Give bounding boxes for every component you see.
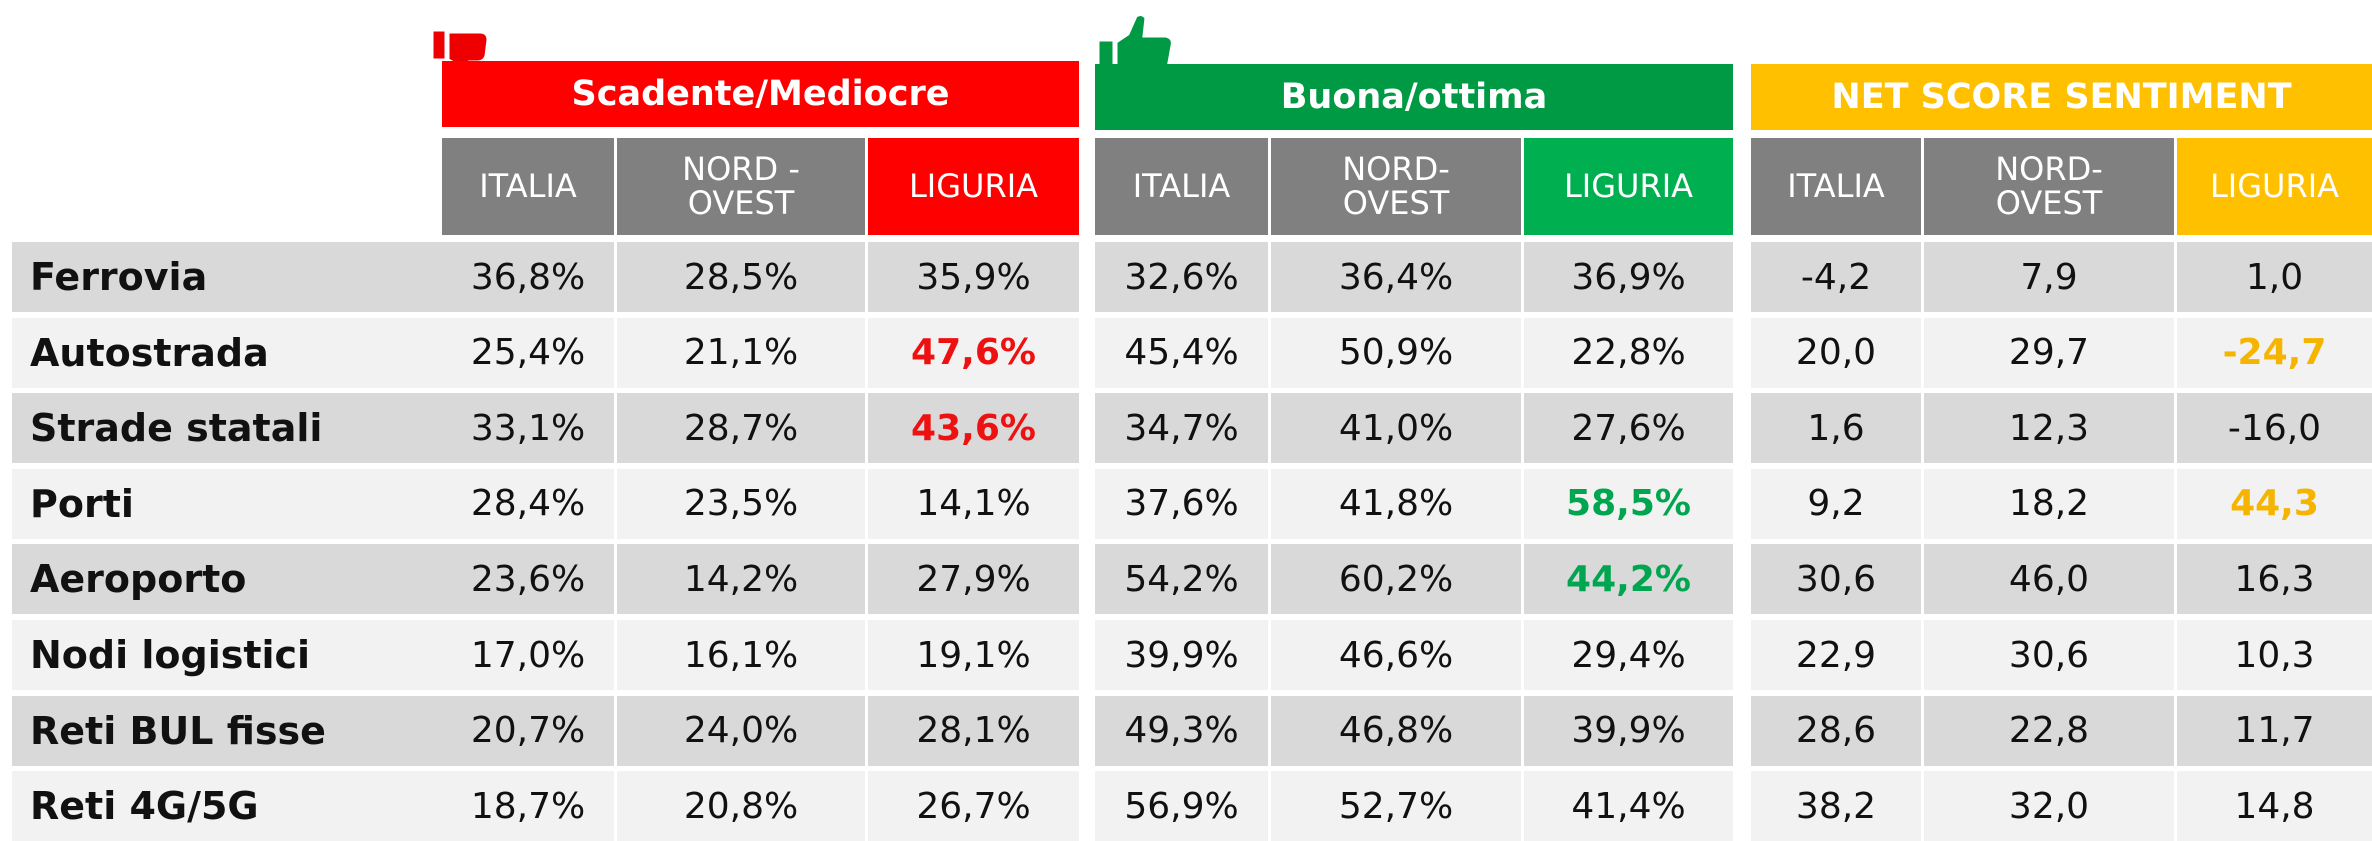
- table-cell: 33,1%: [442, 393, 614, 464]
- table-cell: 46,8%: [1271, 695, 1521, 766]
- table-cell: 27,6%: [1524, 393, 1733, 464]
- table-cell: 38,2: [1751, 771, 1921, 841]
- table-cell: 37,6%: [1095, 468, 1268, 539]
- column-header: LIGURIA: [2177, 138, 2372, 235]
- table-cell: 47,6%: [868, 317, 1079, 388]
- group-header: Buona/ottima: [1095, 64, 1733, 130]
- table-cell: 28,7%: [617, 393, 865, 464]
- table-cell: 44,3: [2177, 468, 2372, 539]
- table-cell: 44,2%: [1524, 544, 1733, 615]
- table-cell: 56,9%: [1095, 771, 1268, 841]
- table-cell: 28,4%: [442, 468, 614, 539]
- table-cell: 9,2: [1751, 468, 1921, 539]
- column-header: NORD-OVEST: [1924, 138, 2174, 235]
- row-label: Reti BUL fisse: [12, 695, 442, 766]
- table-cell: 34,7%: [1095, 393, 1268, 464]
- table-cell: 20,8%: [617, 771, 865, 841]
- table-cell: 17,0%: [442, 620, 614, 690]
- table-cell: 16,1%: [617, 620, 865, 690]
- table-cell: 36,9%: [1524, 242, 1733, 312]
- table-cell: 26,7%: [868, 771, 1079, 841]
- table-cell: 39,9%: [1524, 695, 1733, 766]
- table-cell: 22,8: [1924, 695, 2174, 766]
- table-cell: 28,5%: [617, 242, 865, 312]
- table-cell: 49,3%: [1095, 695, 1268, 766]
- table-cell: 7,9: [1924, 242, 2174, 312]
- table-cell: 21,1%: [617, 317, 865, 388]
- table-cell: 36,4%: [1271, 242, 1521, 312]
- table-cell: 14,8: [2177, 771, 2372, 841]
- table-cell: 27,9%: [868, 544, 1079, 615]
- table-cell: 36,8%: [442, 242, 614, 312]
- table-cell: -24,7: [2177, 317, 2372, 388]
- row-label: Aeroporto: [12, 544, 442, 615]
- table-cell: 35,9%: [868, 242, 1079, 312]
- table-cell: 41,0%: [1271, 393, 1521, 464]
- table-cell: 16,3: [2177, 544, 2372, 615]
- table-cell: 19,1%: [868, 620, 1079, 690]
- table-cell: 52,7%: [1271, 771, 1521, 841]
- table-cell: 28,1%: [868, 695, 1079, 766]
- table-cell: 23,5%: [617, 468, 865, 539]
- table-cell: -16,0: [2177, 393, 2372, 464]
- group-header: NET SCORE SENTIMENT: [1751, 64, 2372, 130]
- column-header: LIGURIA: [1524, 138, 1733, 235]
- row-label: Nodi logistici: [12, 620, 442, 690]
- table-cell: 23,6%: [442, 544, 614, 615]
- table-cell: 28,6: [1751, 695, 1921, 766]
- row-label: Strade statali: [12, 393, 442, 464]
- table-cell: 20,7%: [442, 695, 614, 766]
- row-label: Ferrovia: [12, 242, 442, 312]
- column-header: LIGURIA: [868, 138, 1079, 235]
- table-cell: 18,2: [1924, 468, 2174, 539]
- table-cell: 25,4%: [442, 317, 614, 388]
- table-cell: 22,9: [1751, 620, 1921, 690]
- table-cell: 30,6: [1924, 620, 2174, 690]
- group-header: Scadente/Mediocre: [442, 61, 1079, 127]
- table-cell: 1,0: [2177, 242, 2372, 312]
- table-cell: 29,7: [1924, 317, 2174, 388]
- table-cell: 41,4%: [1524, 771, 1733, 841]
- table-cell: 1,6: [1751, 393, 1921, 464]
- table-cell: 14,2%: [617, 544, 865, 615]
- table-cell: 18,7%: [442, 771, 614, 841]
- row-label: Autostrada: [12, 317, 442, 388]
- table-cell: 50,9%: [1271, 317, 1521, 388]
- table-cell: 32,6%: [1095, 242, 1268, 312]
- table-cell: 60,2%: [1271, 544, 1521, 615]
- column-header: ITALIA: [442, 138, 614, 235]
- table-cell: 46,0: [1924, 544, 2174, 615]
- row-label: Reti 4G/5G: [12, 771, 442, 841]
- column-header: ITALIA: [1751, 138, 1921, 235]
- table-cell: 30,6: [1751, 544, 1921, 615]
- table-cell: 46,6%: [1271, 620, 1521, 690]
- table-cell: 24,0%: [617, 695, 865, 766]
- table-cell: 43,6%: [868, 393, 1079, 464]
- column-header: ITALIA: [1095, 138, 1268, 235]
- table-cell: 32,0: [1924, 771, 2174, 841]
- table-cell: 10,3: [2177, 620, 2372, 690]
- table-cell: 11,7: [2177, 695, 2372, 766]
- table-cell: 22,8%: [1524, 317, 1733, 388]
- row-label: Porti: [12, 468, 442, 539]
- table-cell: 54,2%: [1095, 544, 1268, 615]
- table-cell: 39,9%: [1095, 620, 1268, 690]
- table-cell: 45,4%: [1095, 317, 1268, 388]
- table-cell: 58,5%: [1524, 468, 1733, 539]
- table-cell: 41,8%: [1271, 468, 1521, 539]
- table-cell: 14,1%: [868, 468, 1079, 539]
- table-cell: 29,4%: [1524, 620, 1733, 690]
- table-cell: 12,3: [1924, 393, 2174, 464]
- column-header: NORD-OVEST: [1271, 138, 1521, 235]
- column-header: NORD - OVEST: [617, 138, 865, 235]
- table-cell: -4,2: [1751, 242, 1921, 312]
- table-cell: 20,0: [1751, 317, 1921, 388]
